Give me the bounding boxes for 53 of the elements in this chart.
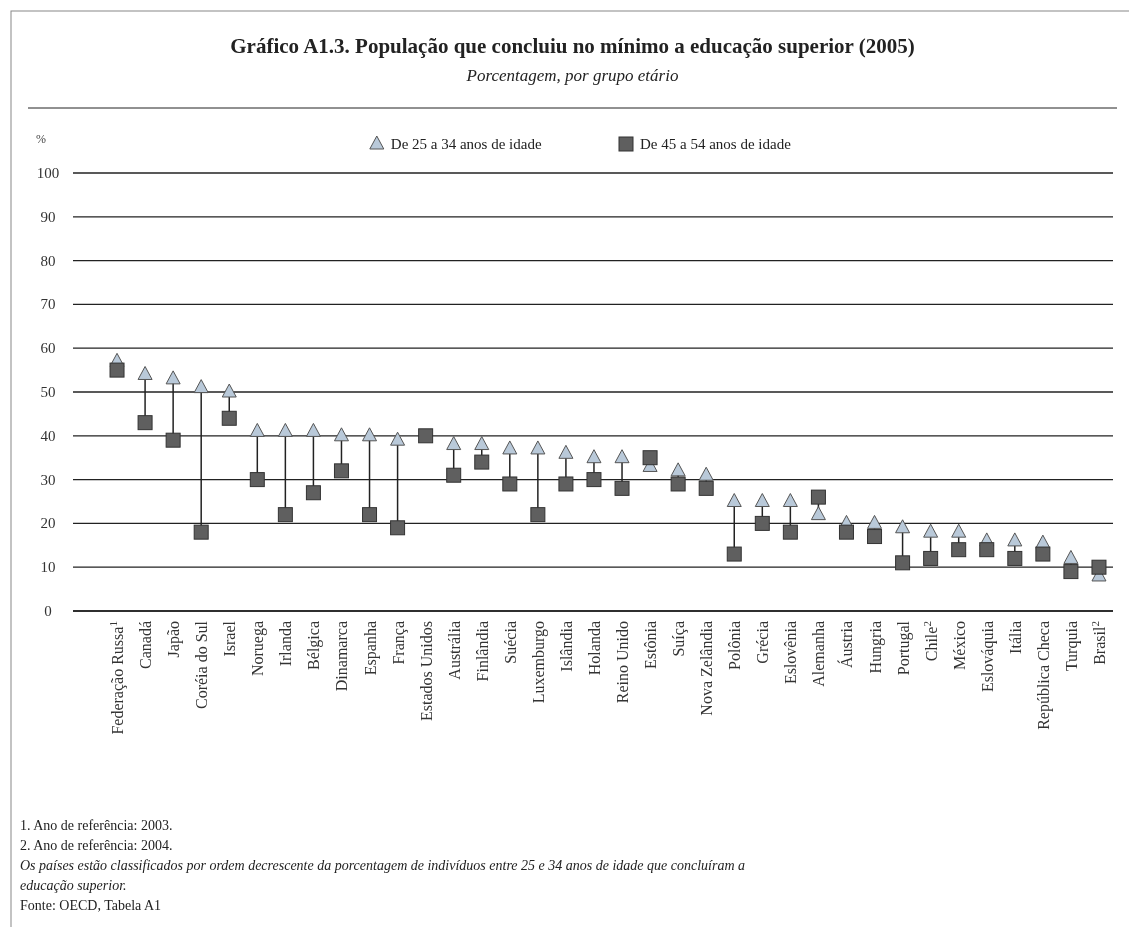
- y-tick-label: 20: [40, 515, 56, 532]
- y-tick-label: 100: [36, 165, 60, 181]
- legend-label: De 25 a 34 anos de idade: [390, 136, 542, 152]
- text: 2. Ano de referência: 2004.: [20, 838, 173, 853]
- y-tick-label: 50: [40, 384, 56, 400]
- x-tick-label: Polônia: [726, 621, 744, 670]
- y-tick-label: 70: [40, 296, 56, 313]
- x-tick-label: Dinamarca: [333, 621, 351, 692]
- x-tick-label: Coréia do Sul: [193, 620, 211, 709]
- y-tick-label: 0: [44, 603, 52, 619]
- x-tick-label: Itália: [1006, 621, 1024, 654]
- legend-label: De 45 a 54 anos de idade: [640, 136, 792, 152]
- x-tick-label: Islândia: [557, 621, 575, 672]
- x-tick-label: Canadá: [137, 621, 155, 669]
- x-tick-label: Austrália: [445, 621, 463, 680]
- x-tick-label: Luxemburgo: [529, 621, 548, 704]
- y-tick-label: 60: [40, 340, 56, 357]
- x-tick-label: Alemanha: [810, 621, 828, 687]
- x-tick-label: Espanha: [361, 621, 380, 676]
- source-note: Fonte: OECD, Tabela A1: [20, 898, 162, 913]
- x-tick-label: Portugal: [894, 620, 913, 676]
- y-tick-label: 10: [40, 559, 56, 576]
- text: 1. Ano de referência: 2003.: [20, 818, 173, 833]
- chart-subtitle: Porcentagem, por grupo etário: [465, 66, 679, 85]
- x-tick-label: Suíça: [670, 621, 689, 657]
- x-tick-label: Irlanda: [277, 621, 295, 667]
- x-tick-label: Reino Unido: [614, 621, 632, 704]
- y-axis-title: %: [36, 132, 46, 146]
- x-tick-label: Turquia: [1062, 621, 1081, 672]
- x-tick-label: Eslovênia: [782, 621, 800, 685]
- text: Os países estão classificados por ordem decrescente da porcentagem de indivíduos entre 25 e 34 anos de idade que concluíram a educação superior.: [20, 858, 746, 893]
- x-tick-label: República Checa: [1034, 621, 1053, 730]
- x-tick-label: Áustria: [837, 621, 856, 669]
- y-tick-label: 90: [40, 208, 56, 225]
- x-tick-label: Hungria: [866, 621, 885, 674]
- y-tick-label: 30: [40, 471, 56, 488]
- chart-title: Gráfico A1.3. População que concluiu no mínimo a educação superior (2005): [230, 34, 915, 58]
- x-tick-label: Holanda: [585, 621, 603, 676]
- x-tick-label: Bélgica: [305, 621, 324, 670]
- x-tick-label: Japão: [165, 621, 184, 658]
- x-tick-label: Nova Zelândia: [698, 621, 716, 716]
- x-tick-label: Eslováquia: [978, 621, 997, 693]
- x-tick-label: Suécia: [501, 621, 519, 664]
- x-tick-label: Israel: [221, 620, 239, 657]
- x-tick-label: México: [950, 621, 968, 670]
- x-tick-label: Finlândia: [473, 621, 491, 682]
- x-tick-label: França: [389, 621, 408, 665]
- x-tick-label: Estônia: [642, 621, 660, 669]
- x-tick-label: Grécia: [754, 621, 772, 664]
- y-tick-label: 80: [40, 252, 56, 269]
- x-tick-label: Noruega: [249, 621, 268, 677]
- x-tick-label: Estados Unidos: [417, 621, 435, 721]
- y-tick-label: 40: [40, 427, 56, 444]
